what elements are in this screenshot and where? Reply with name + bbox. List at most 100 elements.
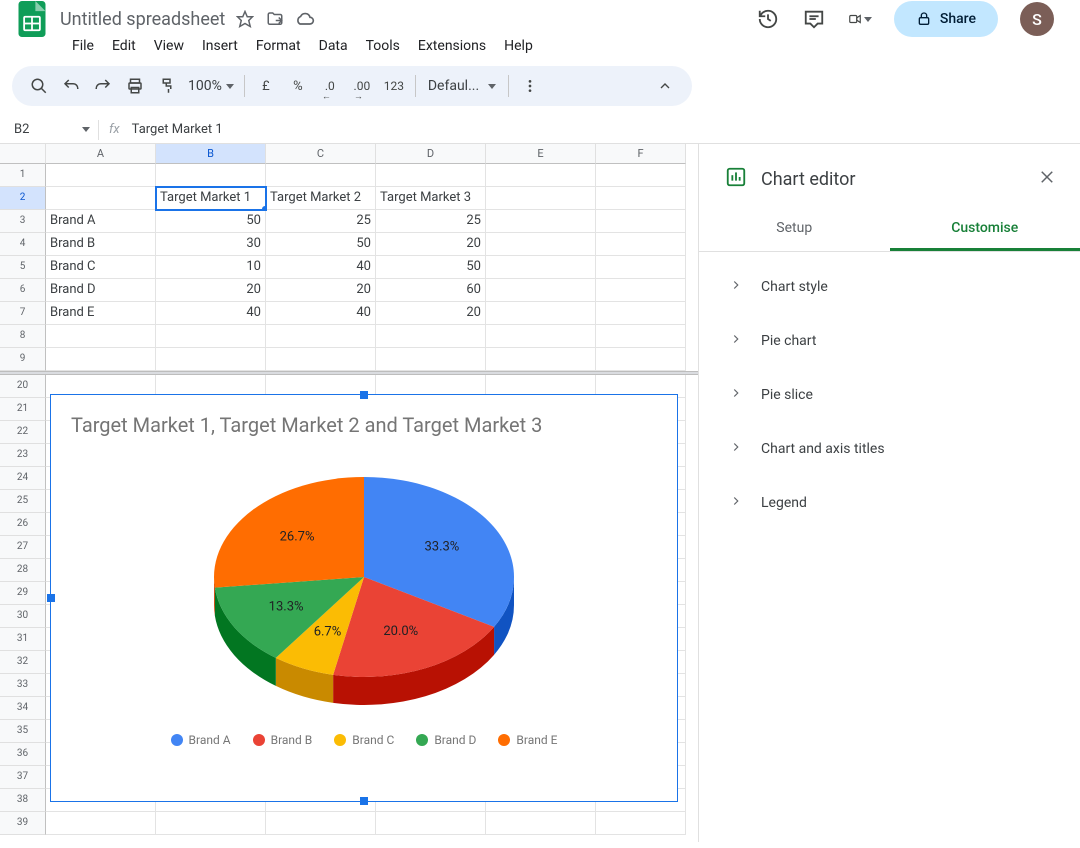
menu-insert[interactable]: Insert bbox=[194, 34, 246, 58]
cell[interactable]: 40 bbox=[266, 256, 376, 279]
cell[interactable] bbox=[376, 164, 486, 187]
cell[interactable] bbox=[596, 302, 686, 325]
star-icon[interactable] bbox=[235, 9, 255, 29]
row-header[interactable]: 24 bbox=[0, 467, 46, 490]
cell[interactable]: 30 bbox=[156, 233, 266, 256]
cell[interactable] bbox=[596, 187, 686, 210]
col-header-e[interactable]: E bbox=[486, 144, 596, 164]
cell[interactable] bbox=[596, 348, 686, 371]
cell[interactable] bbox=[376, 325, 486, 348]
col-header-b[interactable]: B bbox=[156, 144, 266, 164]
col-header-c[interactable]: C bbox=[266, 144, 376, 164]
cell[interactable] bbox=[46, 812, 156, 835]
cell[interactable]: Target Market 3 bbox=[376, 187, 486, 210]
cell[interactable]: 20 bbox=[266, 279, 376, 302]
currency-button[interactable]: £ bbox=[251, 71, 281, 101]
cell[interactable] bbox=[596, 210, 686, 233]
decrease-decimal-icon[interactable]: .0← bbox=[315, 71, 345, 101]
search-icon[interactable] bbox=[24, 71, 54, 101]
row-header[interactable]: 27 bbox=[0, 536, 46, 559]
zoom-selector[interactable]: 100% bbox=[184, 78, 238, 94]
collapse-toolbar-icon[interactable] bbox=[650, 71, 680, 101]
row-header[interactable]: 33 bbox=[0, 674, 46, 697]
cell[interactable] bbox=[596, 164, 686, 187]
cell[interactable] bbox=[596, 279, 686, 302]
embedded-chart[interactable]: Target Market 1, Target Market 2 and Tar… bbox=[50, 394, 678, 802]
row-header[interactable]: 2 bbox=[0, 187, 46, 210]
row-header[interactable]: 7 bbox=[0, 302, 46, 325]
cell[interactable] bbox=[486, 302, 596, 325]
cell[interactable]: Brand E bbox=[46, 302, 156, 325]
menu-view[interactable]: View bbox=[146, 34, 192, 58]
more-icon[interactable] bbox=[515, 71, 545, 101]
cell[interactable]: 25 bbox=[266, 210, 376, 233]
menu-extensions[interactable]: Extensions bbox=[410, 34, 494, 58]
col-header-d[interactable]: D bbox=[376, 144, 486, 164]
formula-input[interactable]: Target Market 1 bbox=[130, 122, 1080, 137]
cell[interactable] bbox=[486, 187, 596, 210]
legend-item[interactable]: Brand B bbox=[253, 733, 313, 747]
row-header[interactable]: 38 bbox=[0, 789, 46, 812]
cell[interactable] bbox=[46, 325, 156, 348]
cell[interactable]: 20 bbox=[376, 302, 486, 325]
move-icon[interactable] bbox=[265, 9, 285, 29]
cell[interactable] bbox=[486, 812, 596, 835]
cell[interactable] bbox=[266, 325, 376, 348]
cell[interactable] bbox=[266, 812, 376, 835]
cell[interactable]: 20 bbox=[376, 233, 486, 256]
row-header[interactable]: 28 bbox=[0, 559, 46, 582]
increase-decimal-icon[interactable]: .00→ bbox=[347, 71, 377, 101]
cell[interactable] bbox=[46, 187, 156, 210]
cell[interactable]: Target Market 1 bbox=[156, 187, 266, 210]
cell[interactable]: Brand C bbox=[46, 256, 156, 279]
cell[interactable] bbox=[486, 279, 596, 302]
legend-item[interactable]: Brand D bbox=[416, 733, 476, 747]
cell[interactable] bbox=[596, 233, 686, 256]
cell[interactable] bbox=[596, 256, 686, 279]
row-header[interactable]: 30 bbox=[0, 605, 46, 628]
cell[interactable]: 50 bbox=[156, 210, 266, 233]
row-header[interactable]: 36 bbox=[0, 743, 46, 766]
tab-setup[interactable]: Setup bbox=[699, 210, 890, 251]
cell[interactable] bbox=[486, 256, 596, 279]
history-icon[interactable] bbox=[756, 7, 780, 31]
cell[interactable]: 40 bbox=[156, 302, 266, 325]
row-header[interactable]: 29 bbox=[0, 582, 46, 605]
cell[interactable]: Brand B bbox=[46, 233, 156, 256]
cell[interactable] bbox=[266, 348, 376, 371]
col-header-a[interactable]: A bbox=[46, 144, 156, 164]
accordion-section[interactable]: Chart and axis titles bbox=[723, 422, 1056, 476]
undo-icon[interactable] bbox=[56, 71, 86, 101]
cell[interactable] bbox=[486, 325, 596, 348]
cell[interactable] bbox=[156, 325, 266, 348]
cell[interactable]: 50 bbox=[266, 233, 376, 256]
col-header-f[interactable]: F bbox=[596, 144, 686, 164]
row-header[interactable]: 25 bbox=[0, 490, 46, 513]
meet-icon[interactable] bbox=[848, 7, 872, 31]
row-header[interactable]: 20 bbox=[0, 375, 46, 398]
cloud-status-icon[interactable] bbox=[295, 9, 315, 29]
row-header[interactable]: 9 bbox=[0, 348, 46, 371]
name-box[interactable]: B2 bbox=[0, 122, 98, 137]
row-header[interactable]: 4 bbox=[0, 233, 46, 256]
cell[interactable] bbox=[376, 812, 486, 835]
cell[interactable]: 50 bbox=[376, 256, 486, 279]
font-selector[interactable]: Defaul... bbox=[422, 78, 502, 94]
select-all-corner[interactable] bbox=[0, 144, 46, 164]
cell[interactable]: 60 bbox=[376, 279, 486, 302]
accordion-section[interactable]: Pie slice bbox=[723, 368, 1056, 422]
menu-format[interactable]: Format bbox=[248, 34, 309, 58]
row-header[interactable]: 21 bbox=[0, 398, 46, 421]
menu-data[interactable]: Data bbox=[311, 34, 356, 58]
row-header[interactable]: 31 bbox=[0, 628, 46, 651]
number-format-button[interactable]: 123 bbox=[379, 71, 409, 101]
cell[interactable] bbox=[486, 233, 596, 256]
menu-edit[interactable]: Edit bbox=[104, 34, 144, 58]
legend-item[interactable]: Brand E bbox=[498, 733, 557, 747]
cell[interactable] bbox=[486, 164, 596, 187]
row-header[interactable]: 23 bbox=[0, 444, 46, 467]
paint-format-icon[interactable] bbox=[152, 71, 182, 101]
legend-item[interactable]: Brand C bbox=[334, 733, 394, 747]
row-header[interactable]: 1 bbox=[0, 164, 46, 187]
menu-tools[interactable]: Tools bbox=[358, 34, 408, 58]
